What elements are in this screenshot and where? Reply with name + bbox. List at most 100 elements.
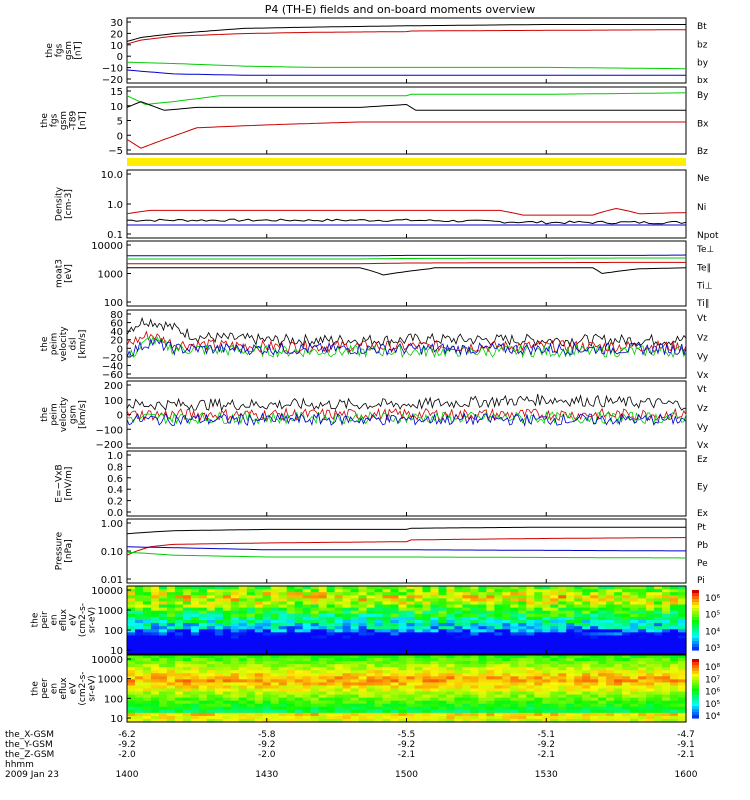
heatmap-cell <box>454 703 463 708</box>
heatmap-cell <box>246 718 256 723</box>
heatmap-cell <box>262 691 272 696</box>
panel-fgs-ytick: 0 <box>117 52 123 63</box>
heatmap-cell <box>214 623 224 627</box>
heatmap-cell <box>382 613 392 618</box>
heatmap-cell <box>526 641 535 646</box>
heatmap-cell <box>310 709 320 714</box>
heatmap-cell <box>342 586 352 590</box>
heatmap-cell <box>430 655 440 659</box>
heatmap-cell <box>470 706 479 711</box>
heatmap-cell <box>638 715 647 720</box>
heatmap-cell <box>670 664 679 668</box>
colorbar-segment <box>692 596 699 600</box>
heatmap-cell <box>358 629 368 633</box>
heatmap-cell <box>646 685 655 690</box>
heatmap-cell <box>222 712 232 717</box>
heatmap-cell <box>406 673 416 677</box>
heatmap-cell <box>238 715 248 720</box>
heatmap-cell <box>390 620 400 624</box>
heatmap-cell <box>406 670 416 674</box>
heatmap-cell <box>598 589 607 593</box>
heatmap-cell <box>262 658 272 662</box>
heatmap-cell <box>270 664 280 668</box>
heatmap-cell <box>134 697 144 702</box>
heatmap-cell <box>350 610 360 615</box>
heatmap-cell <box>150 715 160 720</box>
heatmap-cell <box>614 592 623 596</box>
heatmap-cell <box>478 620 487 624</box>
heatmap-cell <box>670 604 679 609</box>
heatmap-cell <box>630 712 639 717</box>
heatmap-cell <box>598 679 607 684</box>
panel-efield-legend-1: Ey <box>697 483 709 493</box>
heatmap-cell <box>598 644 607 649</box>
heatmap-cell <box>454 635 463 640</box>
heatmap-cell <box>302 601 312 606</box>
heatmap-cell <box>398 688 408 693</box>
heatmap-cell <box>654 700 663 705</box>
heatmap-cell <box>134 691 144 696</box>
heatmap-cell <box>366 700 376 705</box>
heatmap-cell <box>270 676 280 680</box>
heatmap-cell <box>662 661 671 665</box>
heatmap-cell <box>326 658 336 662</box>
heatmap-cell <box>182 667 192 671</box>
heatmap-cell <box>446 715 456 720</box>
heatmap-cell <box>254 598 264 603</box>
heatmap-cell <box>134 586 144 590</box>
heatmap-cell <box>542 604 551 609</box>
heatmap-cell <box>678 635 687 640</box>
heatmap-cell <box>246 667 256 671</box>
heatmap-cell <box>398 601 408 606</box>
heatmap-cell <box>678 688 687 693</box>
heatmap-cell <box>614 647 623 652</box>
heatmap-cell <box>550 670 559 674</box>
heatmap-cell <box>438 685 448 690</box>
heatmap-cell <box>182 682 192 687</box>
heatmap-cell <box>166 598 176 603</box>
heatmap-cell <box>414 697 424 702</box>
heatmap-cell <box>358 694 368 699</box>
heatmap-cell <box>478 629 487 633</box>
heatmap-cell <box>558 697 567 702</box>
heatmap-cell <box>582 623 591 627</box>
heatmap-cell <box>606 629 615 633</box>
heatmap-cell <box>182 679 192 684</box>
heatmap-cell <box>270 647 280 652</box>
heatmap-cell <box>566 610 575 615</box>
heatmap-cell <box>198 685 208 690</box>
heatmap-cell <box>558 595 567 599</box>
heatmap-cell <box>670 685 679 690</box>
heatmap-cell <box>582 647 591 652</box>
heatmap-cell <box>486 694 495 699</box>
heatmap-cell <box>614 589 623 593</box>
heatmap-cell <box>662 688 671 693</box>
heatmap-cell <box>254 592 264 596</box>
heatmap-cell <box>350 638 360 643</box>
heatmap-cell <box>174 620 184 624</box>
heatmap-cell <box>526 715 535 720</box>
heatmap-cell <box>638 667 647 671</box>
heatmap-cell <box>454 638 463 643</box>
heatmap-cell <box>646 661 655 665</box>
heatmap-cell <box>606 664 615 668</box>
heatmap-cell <box>190 685 200 690</box>
heatmap-cell <box>222 697 232 702</box>
orbit-value: -2.1 <box>398 750 416 760</box>
heatmap-cell <box>374 703 384 708</box>
heatmap-cell <box>598 703 607 708</box>
heatmap-cell <box>382 673 392 677</box>
heatmap-cell <box>430 679 440 684</box>
heatmap-cell <box>518 635 527 640</box>
heatmap-cell <box>590 616 599 621</box>
heatmap-cell <box>430 715 440 720</box>
heatmap-cell <box>198 667 208 671</box>
heatmap-cell <box>478 644 487 649</box>
heatmap-cell <box>414 706 424 711</box>
panel-fgs-dsl-ylabel: [nT] <box>78 111 88 129</box>
heatmap-cell <box>510 655 519 659</box>
heatmap-cell <box>574 670 583 674</box>
heatmap-cell <box>398 664 408 668</box>
heatmap-cell <box>438 613 448 618</box>
heatmap-cell <box>414 667 424 671</box>
